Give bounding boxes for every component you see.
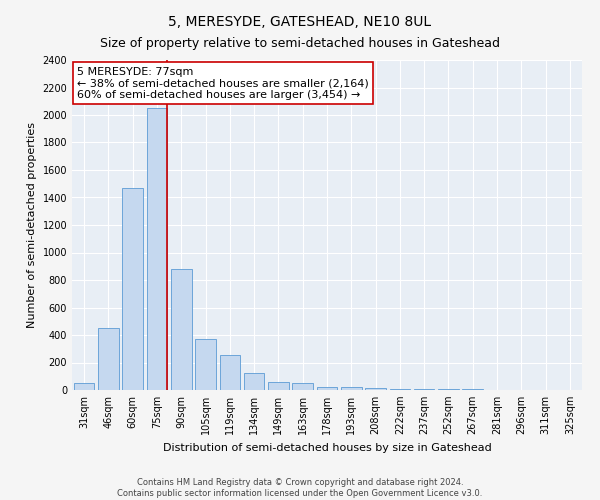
Text: 5, MERESYDE, GATESHEAD, NE10 8UL: 5, MERESYDE, GATESHEAD, NE10 8UL xyxy=(169,15,431,29)
Bar xyxy=(195,339,216,390)
Bar xyxy=(365,388,386,390)
Bar xyxy=(268,382,289,390)
Bar xyxy=(244,373,265,390)
Bar xyxy=(171,269,191,390)
Bar xyxy=(220,355,240,390)
X-axis label: Distribution of semi-detached houses by size in Gateshead: Distribution of semi-detached houses by … xyxy=(163,442,491,452)
Bar xyxy=(122,188,143,390)
Bar xyxy=(341,387,362,390)
Bar xyxy=(317,386,337,390)
Y-axis label: Number of semi-detached properties: Number of semi-detached properties xyxy=(27,122,37,328)
Bar xyxy=(74,383,94,390)
Bar xyxy=(146,108,167,390)
Bar xyxy=(389,388,410,390)
Text: Size of property relative to semi-detached houses in Gateshead: Size of property relative to semi-detach… xyxy=(100,38,500,51)
Text: 5 MERESYDE: 77sqm
← 38% of semi-detached houses are smaller (2,164)
60% of semi-: 5 MERESYDE: 77sqm ← 38% of semi-detached… xyxy=(77,66,369,100)
Bar xyxy=(292,383,313,390)
Text: Contains HM Land Registry data © Crown copyright and database right 2024.
Contai: Contains HM Land Registry data © Crown c… xyxy=(118,478,482,498)
Bar xyxy=(414,389,434,390)
Bar xyxy=(98,328,119,390)
